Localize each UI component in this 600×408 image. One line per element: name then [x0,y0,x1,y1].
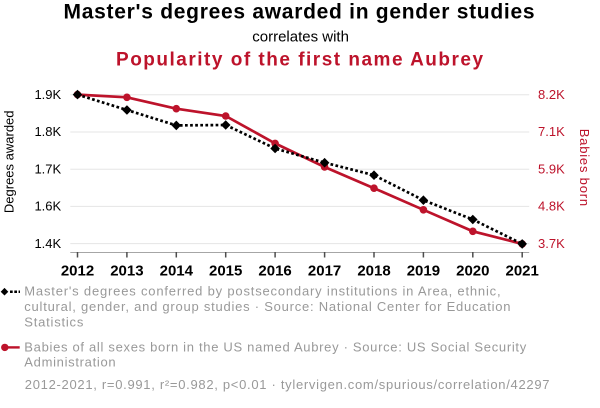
svg-text:Administration: Administration [24,355,116,370]
svg-text:Master's degrees awarded in ge: Master's degrees awarded in gender studi… [64,1,536,24]
svg-text:1.7K: 1.7K [34,161,61,176]
svg-text:correlates with: correlates with [252,28,349,45]
svg-text:2018: 2018 [357,263,390,280]
svg-text:2015: 2015 [209,263,242,280]
svg-text:7.1K: 7.1K [538,124,565,139]
svg-text:2012-2021, r=0.991, r²=0.982,: 2012-2021, r=0.991, r²=0.982, p<0.01 · t… [25,377,550,392]
svg-text:2014: 2014 [160,263,194,280]
svg-text:Babies born: Babies born [577,129,592,207]
svg-text:Popularity of the first name A: Popularity of the first name Aubrey [116,49,485,70]
svg-text:5.9K: 5.9K [538,161,565,176]
svg-text:8.2K: 8.2K [538,87,565,102]
svg-text:1.6K: 1.6K [34,199,61,214]
svg-text:Statistics: Statistics [24,315,84,330]
svg-text:1.4K: 1.4K [34,236,61,251]
svg-text:2020: 2020 [456,263,489,280]
svg-text:1.8K: 1.8K [34,124,61,139]
svg-text:1.9K: 1.9K [34,87,61,102]
svg-text:2013: 2013 [110,263,143,280]
svg-text:2012: 2012 [61,263,94,280]
svg-text:2019: 2019 [407,263,440,280]
svg-text:4.8K: 4.8K [538,199,565,214]
svg-text:Babies of all sexes born in th: Babies of all sexes born in the US named… [24,339,527,354]
svg-text:3.7K: 3.7K [538,236,565,251]
svg-text:2021: 2021 [506,263,539,280]
svg-text:Master's degrees conferred by: Master's degrees conferred by postsecond… [24,284,501,299]
svg-text:Degrees awarded: Degrees awarded [1,110,16,213]
svg-text:cultural, gender, and group st: cultural, gender, and group studies · So… [24,299,511,314]
svg-text:2016: 2016 [258,263,291,280]
svg-text:2017: 2017 [308,263,341,280]
